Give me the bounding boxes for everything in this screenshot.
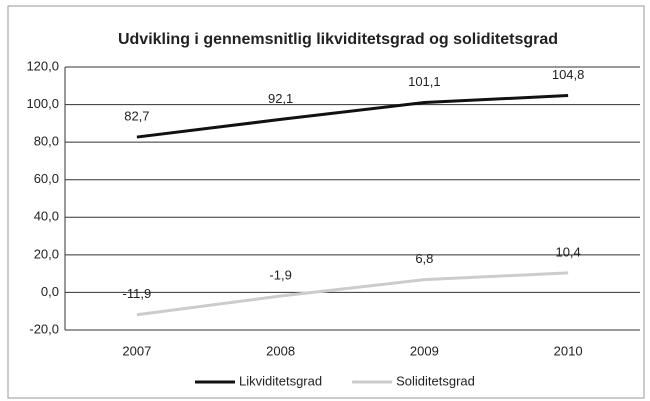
x-tick-label: 2009 (410, 343, 439, 358)
data-label: 104,8 (552, 67, 585, 82)
series-line (136, 271, 569, 317)
y-tick-label: 120,0 (26, 58, 59, 73)
y-tick-label: 60,0 (34, 171, 59, 186)
chart-title: Udvikling i gennemsnitlig likviditetsgra… (118, 31, 558, 48)
y-tick-label: -20,0 (29, 321, 59, 336)
data-label: 92,1 (268, 91, 293, 106)
legend-label: Likviditetsgrad (239, 373, 322, 388)
legend-label: Soliditetsgrad (396, 373, 475, 388)
data-label: -1,9 (269, 267, 291, 282)
series-line (136, 94, 569, 139)
y-tick-label: 40,0 (34, 209, 59, 224)
x-tick-label: 2007 (122, 343, 151, 358)
y-tick-label: 80,0 (34, 134, 59, 149)
data-label: 6,8 (415, 251, 433, 266)
x-tick-label: 2010 (554, 343, 583, 358)
data-label: 10,4 (555, 244, 580, 259)
data-label: 101,1 (408, 74, 441, 89)
y-tick-label: 0,0 (41, 284, 59, 299)
data-label: -11,9 (123, 286, 152, 301)
chart-frame (7, 5, 645, 399)
x-tick-label: 2008 (266, 343, 295, 358)
y-tick-label: 100,0 (26, 96, 59, 111)
y-tick-label: 20,0 (34, 246, 59, 261)
data-label: 82,7 (124, 109, 149, 124)
